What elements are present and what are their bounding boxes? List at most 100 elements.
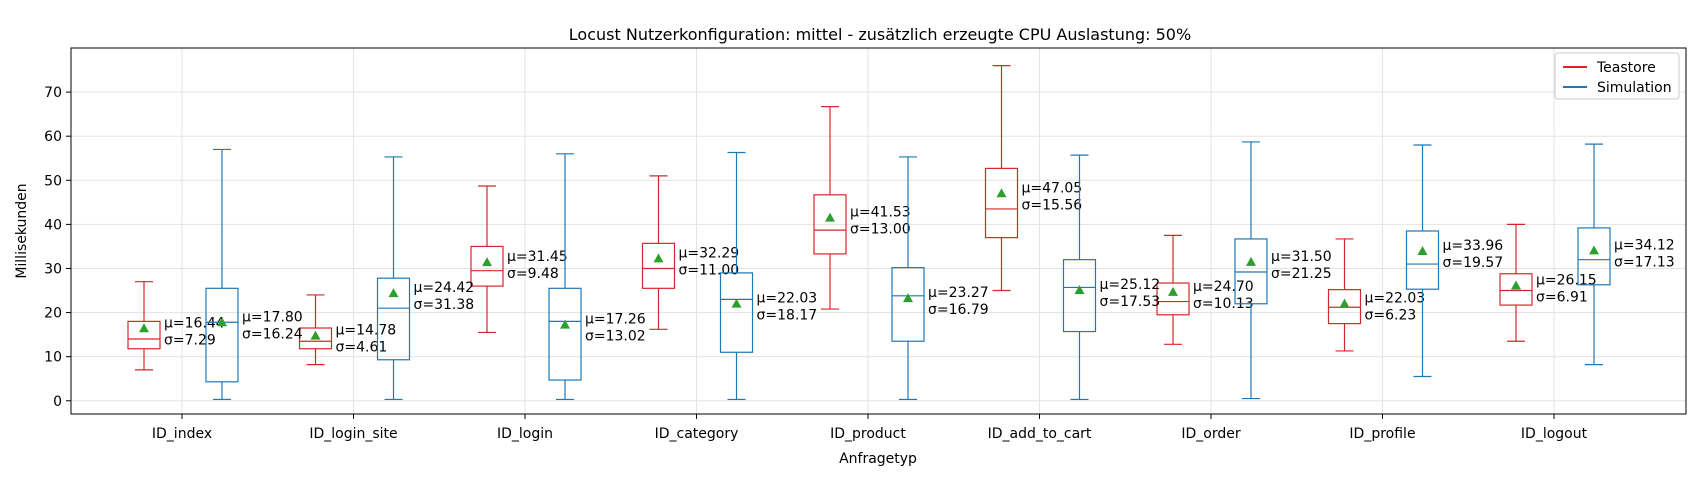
box-plot-element: μ=47.05σ=15.56 (984, 65, 1083, 292)
mean-marker (1417, 246, 1428, 256)
y-tick-label: 70 (44, 85, 62, 101)
y-tick-label: 30 (44, 261, 62, 277)
x-tick-label: ID_order (1181, 426, 1240, 442)
iqr-box (1499, 273, 1533, 306)
box-plot-element: μ=32.29σ=11.00 (641, 175, 740, 330)
x-tick-label: ID_add_to_cart (988, 426, 1092, 442)
series-teastore: μ=16.44σ=7.29μ=14.78σ=4.61μ=31.45σ=9.48μ… (127, 65, 1597, 371)
std-label: σ=10.13 (1193, 296, 1254, 312)
box-plot-element: μ=33.96σ=19.57 (1405, 144, 1503, 378)
x-tick-label: ID_product (830, 426, 906, 442)
x-tick-label: ID_logout (1521, 426, 1588, 442)
chart-title: Locust Nutzerkonfiguration: mittel - zus… (569, 25, 1191, 44)
y-tick-label: 40 (44, 217, 62, 233)
y-tick-label: 60 (44, 129, 62, 145)
mean-label: μ=32.29 (679, 245, 740, 261)
box-plot-element: μ=17.26σ=13.02 (548, 153, 646, 401)
mean-marker (217, 317, 227, 327)
mean-marker (825, 212, 835, 222)
mean-label: μ=22.03 (757, 291, 818, 307)
iqr-box (984, 167, 1019, 239)
x-tick-label: ID_login_site (309, 426, 397, 442)
iqr-box (891, 267, 925, 342)
box-plot-element: μ=22.03σ=18.17 (719, 151, 818, 401)
mean-marker (560, 319, 570, 329)
std-label: σ=15.56 (1022, 197, 1083, 213)
box-series-layer: μ=16.44σ=7.29μ=14.78σ=4.61μ=31.45σ=9.48μ… (127, 65, 1675, 401)
std-label: σ=31.38 (414, 297, 475, 313)
series-simulation: μ=17.80σ=16.24μ=24.42σ=31.38μ=17.26σ=13.… (205, 141, 1675, 401)
grid-lines (71, 48, 1686, 414)
box-plot-element: μ=24.42σ=31.38 (376, 156, 475, 401)
mean-label: μ=31.50 (1271, 249, 1332, 265)
box-plot-element: μ=14.78σ=4.61 (298, 294, 397, 366)
mean-marker (996, 188, 1007, 198)
iqr-box (1327, 289, 1362, 325)
mean-label: μ=47.05 (1022, 180, 1083, 196)
iqr-box (470, 245, 504, 287)
mean-label: μ=24.42 (414, 280, 475, 296)
iqr-box (205, 287, 239, 383)
mean-label: μ=17.26 (585, 312, 646, 328)
iqr-box (1234, 238, 1268, 305)
mean-label: μ=41.53 (850, 205, 911, 221)
mean-marker (1168, 286, 1178, 296)
iqr-box (548, 287, 582, 381)
iqr-box (127, 320, 161, 350)
x-axis-label: Anfragetyp (839, 451, 917, 467)
legend-label: Teastore (1596, 60, 1656, 76)
box-plot-element: μ=22.03σ=6.23 (1327, 238, 1425, 352)
box-plot-element: μ=17.80σ=16.24 (205, 148, 303, 401)
std-label: σ=13.00 (850, 222, 911, 238)
mean-label: μ=34.12 (1614, 237, 1675, 253)
box-plot-element: μ=26.15σ=6.91 (1499, 223, 1597, 342)
iqr-box (1577, 227, 1611, 286)
y-tick-label: 50 (44, 173, 62, 189)
y-axis-ticks: 0 10 20 30 40 50 60 70 (44, 85, 71, 410)
box-plot-element: μ=24.70σ=10.13 (1156, 234, 1254, 345)
y-tick-label: 10 (44, 350, 62, 366)
y-tick-label: 20 (44, 306, 62, 322)
std-label: σ=6.23 (1365, 308, 1417, 324)
box-plot-element: μ=31.50σ=21.25 (1234, 141, 1332, 400)
mean-marker (1339, 298, 1350, 308)
std-label: σ=16.79 (928, 302, 989, 318)
mean-marker (1511, 280, 1521, 290)
mean-marker (139, 323, 149, 333)
legend-label: Simulation (1597, 80, 1672, 96)
iqr-box (298, 327, 333, 350)
mean-label: μ=31.45 (507, 249, 568, 265)
mean-label: μ=16.44 (164, 315, 225, 331)
iqr-box (641, 242, 676, 289)
mean-label: μ=26.15 (1536, 272, 1597, 288)
box-plot-element: μ=16.44σ=7.29 (127, 281, 225, 371)
std-label: σ=18.17 (757, 308, 818, 324)
legend: Teastore Simulation (1554, 52, 1680, 100)
std-label: σ=17.53 (1100, 294, 1161, 310)
y-tick-label: 0 (53, 394, 62, 410)
x-tick-label: ID_index (152, 426, 212, 442)
mean-marker (1074, 285, 1085, 295)
std-label: σ=7.29 (164, 332, 216, 348)
iqr-box (1062, 259, 1097, 333)
mean-marker (731, 298, 742, 308)
mean-label: μ=24.70 (1193, 279, 1254, 295)
mean-marker (903, 293, 913, 303)
std-label: σ=9.48 (507, 266, 559, 282)
iqr-box (1405, 230, 1440, 290)
std-label: σ=16.24 (242, 326, 303, 342)
mean-marker (388, 288, 399, 298)
box-plot-element: μ=31.45σ=9.48 (470, 185, 568, 334)
std-label: σ=13.02 (585, 329, 646, 345)
std-label: σ=21.25 (1271, 266, 1332, 282)
iqr-box (1156, 282, 1190, 316)
std-label: σ=4.61 (336, 340, 388, 356)
y-axis-label: Millisekunden (14, 183, 30, 278)
mean-label: μ=14.78 (336, 323, 397, 339)
x-tick-label: ID_profile (1349, 426, 1415, 442)
mean-marker (653, 253, 664, 263)
std-label: σ=6.91 (1536, 289, 1588, 305)
mean-marker (1246, 256, 1256, 266)
